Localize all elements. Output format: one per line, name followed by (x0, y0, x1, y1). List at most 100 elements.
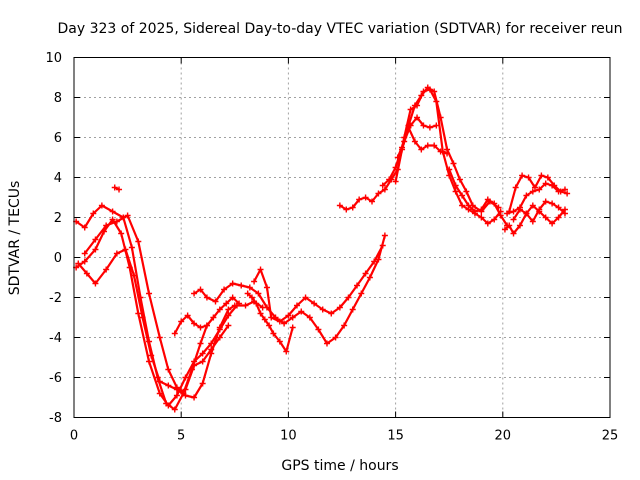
data-point-marker (178, 388, 185, 395)
data-point-marker (178, 318, 185, 325)
data-point-marker (199, 358, 206, 365)
data-point-marker (257, 310, 264, 317)
data-point-marker (379, 182, 386, 189)
data-point-marker (450, 160, 457, 167)
data-point-marker (345, 294, 352, 301)
y-tick-label: 0 (54, 251, 62, 266)
data-point-marker (171, 330, 178, 337)
data-point-marker (420, 122, 427, 129)
data-point-marker (538, 172, 545, 179)
data-point-marker (283, 348, 290, 355)
data-point-marker (536, 186, 543, 193)
data-point-marker (437, 148, 444, 155)
data-point-marker (293, 302, 300, 309)
data-point-marker (302, 294, 309, 301)
data-point-marker (426, 124, 433, 131)
data-point-marker (148, 352, 155, 359)
data-point-marker (433, 122, 440, 129)
data-point-marker (456, 176, 463, 183)
data-point-marker (124, 212, 131, 219)
data-point-marker (323, 340, 330, 347)
data-point-marker (555, 204, 562, 211)
data-point-marker (544, 174, 551, 181)
data-point-marker (555, 214, 562, 221)
data-point-marker (203, 322, 210, 329)
data-point-marker (369, 198, 376, 205)
data-point-marker (465, 202, 472, 209)
data-point-marker (471, 208, 478, 215)
data-point-marker (328, 310, 335, 317)
data-point-marker (424, 84, 431, 91)
data-point-marker (92, 280, 99, 287)
data-point-marker (225, 322, 232, 329)
y-tick-label: -2 (49, 291, 62, 306)
data-point-marker (116, 186, 123, 193)
chart-title: Day 323 of 2025, Sidereal Day-to-day VTE… (57, 21, 622, 37)
series-line-track-7 (193, 234, 386, 345)
data-point-marker (197, 324, 204, 331)
data-point-marker (349, 204, 356, 211)
data-point-marker (229, 294, 236, 301)
data-point-marker (246, 284, 253, 291)
data-point-marker (491, 216, 498, 223)
data-point-marker (263, 284, 270, 291)
data-point-marker (197, 286, 204, 293)
data-point-marker (542, 214, 549, 221)
data-point-marker (510, 230, 517, 237)
data-point-marker (549, 182, 556, 189)
data-point-marker (229, 280, 236, 287)
data-point-marker (270, 330, 277, 337)
data-point-marker (261, 316, 268, 323)
data-point-marker (146, 290, 153, 297)
data-point-marker (381, 232, 388, 239)
data-point-marker (98, 202, 105, 209)
data-point-marker (109, 216, 116, 223)
data-point-marker (407, 122, 414, 129)
data-point-marker (452, 188, 459, 195)
data-point-marker (113, 250, 120, 257)
data-point-marker (381, 186, 388, 193)
data-point-marker (289, 324, 296, 331)
data-point-marker (529, 188, 536, 195)
data-point-marker (135, 310, 142, 317)
data-point-marker (542, 180, 549, 187)
data-point-marker (484, 196, 491, 203)
x-tick-label: 15 (387, 429, 404, 444)
data-point-marker (182, 374, 189, 381)
data-point-marker (506, 222, 513, 229)
data-point-marker (248, 294, 255, 301)
data-point-marker (512, 184, 519, 191)
data-point-marker (349, 306, 356, 313)
series-line-track-16 (508, 174, 569, 213)
x-tick-label: 10 (280, 429, 297, 444)
data-point-marker (266, 322, 273, 329)
data-point-marker (484, 220, 491, 227)
data-point-marker (459, 202, 466, 209)
data-point-marker (549, 220, 556, 227)
data-point-marker (343, 206, 350, 213)
data-point-marker (525, 174, 532, 181)
data-point-marker (564, 190, 571, 197)
data-point-marker (203, 294, 210, 301)
data-point-marker (529, 218, 536, 225)
data-point-marker (191, 362, 198, 369)
data-point-marker (103, 266, 110, 273)
data-point-marker (131, 272, 138, 279)
data-point-marker (285, 312, 292, 319)
data-point-marker (444, 150, 451, 157)
y-tick-label: 4 (54, 171, 62, 186)
y-tick-label: 2 (54, 211, 62, 226)
data-point-marker (184, 312, 191, 319)
data-point-marker (354, 282, 361, 289)
data-point-marker (128, 244, 135, 251)
data-point-marker (163, 400, 170, 407)
data-point-marker (411, 102, 418, 109)
data-point-marker (519, 172, 526, 179)
data-point-marker (549, 200, 556, 207)
data-point-marker (358, 290, 365, 297)
data-point-marker (92, 246, 99, 253)
plot-frame (73, 57, 611, 418)
y-tick-label: 8 (54, 91, 62, 106)
series-line-track-17 (506, 182, 567, 215)
data-point-marker (463, 188, 470, 195)
